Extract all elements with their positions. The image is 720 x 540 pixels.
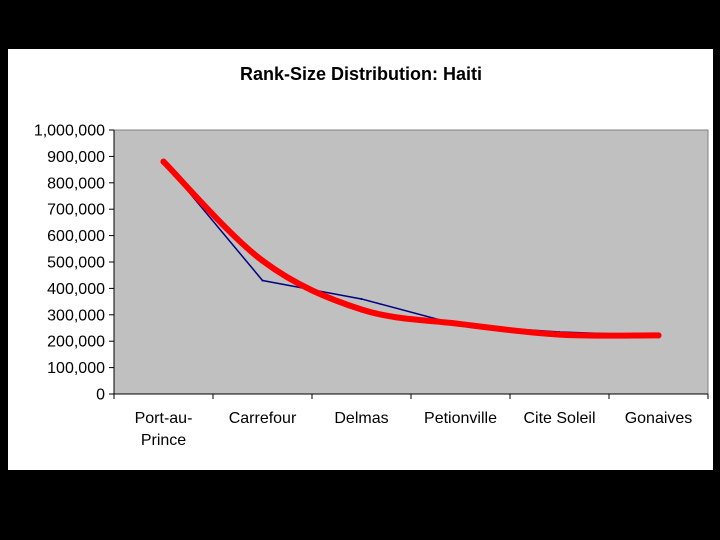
x-tick-label: Petionville xyxy=(424,410,497,427)
y-tick-label: 1,000,000 xyxy=(34,123,105,140)
x-axis: Port-au-Prince Carrefour Delmas Petionville… xyxy=(113,393,709,449)
y-tick-label: 100,000 xyxy=(47,360,105,377)
chart-svg: Rank-Size Distribution: Haiti 0 100,000 20… xyxy=(34,64,709,449)
y-tick-label: 300,000 xyxy=(47,307,105,324)
series-2-point xyxy=(655,332,662,339)
y-tick-label: 0 xyxy=(96,387,105,404)
y-tick-label: 500,000 xyxy=(47,255,105,272)
series-1-point xyxy=(261,279,264,282)
series-2-point xyxy=(556,331,563,338)
chart-title: Rank-Size Distribution: Haiti xyxy=(240,64,482,84)
x-tick-label: Delmas xyxy=(334,410,388,427)
plot-area xyxy=(113,129,709,395)
x-tick-label: Cite Soleil xyxy=(523,410,595,427)
y-tick-label: 200,000 xyxy=(47,334,105,351)
y-tick-label: 900,000 xyxy=(47,149,105,166)
chart-panel: Rank-Size Distribution: Haiti 0 100,000 20… xyxy=(8,49,713,470)
x-tick-label: Port-au-Prince xyxy=(135,410,193,449)
x-tick-label: Gonaives xyxy=(625,410,693,427)
series-layer xyxy=(160,158,662,339)
y-tick-label: 600,000 xyxy=(47,228,105,245)
series-2-point xyxy=(457,321,464,328)
y-tick-label: 700,000 xyxy=(47,202,105,219)
y-tick-label: 400,000 xyxy=(47,281,105,298)
x-tick-label: Carrefour xyxy=(229,410,297,427)
series-2-point xyxy=(358,306,365,313)
series-line-2 xyxy=(160,158,662,339)
series-1-point xyxy=(360,297,363,300)
y-axis: 0 100,000 200,000 300,000 400,000 500,000 600,… xyxy=(34,123,115,404)
series-2-point xyxy=(160,158,167,165)
y-tick-label: 800,000 xyxy=(47,175,105,192)
series-2-point xyxy=(259,257,266,264)
